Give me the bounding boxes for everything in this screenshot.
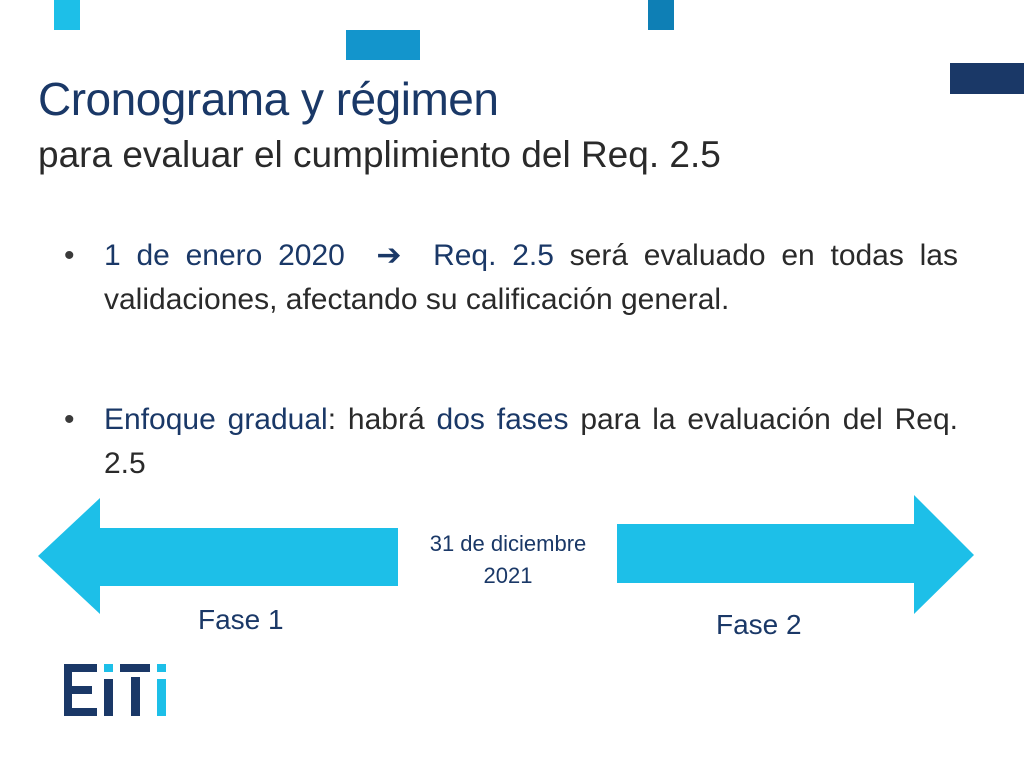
bullet-lead-2: Enfoque gradual [104, 403, 328, 436]
bullet-text-1: 1 de enero 2020 ➔ Req. 2.5 será evaluado… [104, 234, 958, 322]
slide-title: Cronograma y régimen [38, 73, 499, 125]
left-arrow-shape [38, 498, 398, 614]
timeline-date-label: 31 de diciembre 2021 [408, 528, 608, 592]
right-arrow-shape [617, 495, 974, 614]
bullet-date: 1 de enero 2020 [104, 239, 345, 272]
decor-bar-navy [950, 63, 1024, 94]
decor-square-cyan [54, 0, 80, 30]
bullet-req: Req. 2.5 [433, 239, 554, 272]
date-line-2: 2021 [483, 563, 533, 588]
bullet-mid-2: : habrá [327, 403, 437, 436]
phase-2-label: Fase 2 [716, 609, 802, 640]
eiti-logo-mark [64, 664, 166, 716]
bullet-item-2: • Enfoque gradual: habrá dos fases para … [64, 398, 958, 486]
bullet-marker: • [64, 239, 75, 272]
decor-square-blue-top [648, 0, 674, 30]
bullet-item-1: • 1 de enero 2020 ➔ Req. 2.5 será evalua… [64, 234, 958, 322]
bullet-rest-2: para la evaluación del Req. 2.5 [104, 403, 958, 480]
bullet-emph-2: dos fases [436, 403, 569, 436]
date-line-1: 31 de diciembre [429, 531, 587, 556]
bullet-rest-1: será evaluado en todas las validaciones,… [104, 239, 958, 316]
eiti-logo [64, 664, 166, 716]
bullet-marker: • [64, 403, 75, 436]
phase-1-label: Fase 1 [198, 604, 284, 635]
decor-bar-blue [346, 30, 420, 60]
bullet-text-2: Enfoque gradual: habrá dos fases para la… [104, 398, 958, 486]
arrow-right-icon: ➔ [376, 239, 402, 272]
slide-subtitle: para evaluar el cumplimiento del Req. 2.… [38, 134, 721, 175]
timeline-arrows [38, 495, 974, 614]
